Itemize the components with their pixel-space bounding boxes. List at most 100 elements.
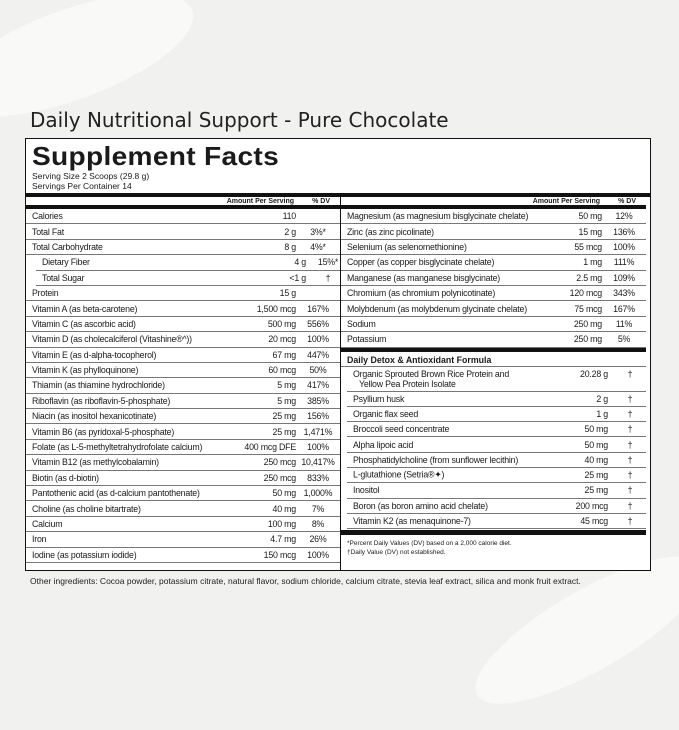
nutrient-name: Boron (as boron amino acid chelate) (353, 500, 488, 511)
daily-value: † (627, 393, 633, 404)
daily-value: 417% (307, 380, 329, 391)
nutrient-name: Iodine (as potassium iodide) (32, 549, 137, 560)
nutrient-row: Vitamin E (as d-alpha-tocopherol) 67 mg 44… (26, 348, 340, 363)
column-header: Amount Per Serving % DV (26, 196, 340, 209)
daily-value: † (627, 516, 633, 527)
nutrient-name: Magnesium (as magnesium bisglycinate che… (347, 211, 529, 222)
nutrient-name: Thiamin (as thiamine hydrochloride) (32, 380, 165, 391)
daily-value: 100% (307, 549, 329, 560)
amount: 150 mcg (263, 549, 297, 560)
nutrient-row: Molybdenum (as molybdenum glycinate chel… (341, 301, 646, 317)
amount: 75 mcg (574, 303, 602, 314)
nutrient-row: Protein 15 g (26, 286, 340, 302)
amount-header: Amount Per Serving (532, 198, 600, 205)
daily-value: † (627, 500, 633, 511)
amount: 120 mcg (569, 288, 603, 299)
daily-value: 100% (307, 442, 329, 453)
dv-header: % DV (618, 198, 636, 205)
amount: 15 mg (578, 226, 603, 237)
nutrient-row: Biotin (as d-biotin) 250 mcg 833% (26, 471, 340, 487)
amount: 250 mg (573, 334, 602, 345)
nutrient-row: Vitamin D (as cholecalciferol (Vitashine… (26, 332, 340, 348)
nutrient-row: Vitamin B6 (as pyridoxal-5-phosphate) 25 … (26, 424, 340, 440)
daily-value: 11% (615, 318, 633, 329)
divider (341, 347, 646, 352)
amount: 8 g (284, 241, 296, 252)
nutrient-row: Folate (as L-5-methyltetrahydrofolate ca… (26, 440, 340, 456)
daily-value: † (627, 485, 633, 496)
daily-value: 385% (307, 395, 329, 406)
amount: 250 mcg (263, 457, 297, 468)
daily-value: † (627, 470, 633, 481)
amount: 50 mg (578, 211, 603, 222)
amount: 500 mg (267, 318, 296, 329)
amount: 50 mg (584, 424, 609, 435)
footnote: *Percent Daily Values (DV) based on a 2,… (347, 540, 512, 548)
amount: 20 mcg (268, 334, 296, 345)
dv-header: % DV (312, 198, 330, 205)
amount: 4.7 mg (270, 534, 296, 545)
column-header: Amount Per Serving % DV (341, 196, 646, 209)
daily-value: 167% (307, 303, 329, 314)
amount: 100 mg (267, 519, 296, 529)
nutrient-name: Dietary Fiber (42, 257, 90, 268)
nutrient-row: Alpha lipoic acid 50 mg † (347, 437, 646, 453)
nutrient-row: Calcium 100 mg 8% (26, 517, 340, 533)
nutrient-name: Biotin (as d-biotin) (32, 472, 99, 483)
footnote: †Daily Value (DV) not established. (347, 549, 446, 557)
daily-value: 447% (307, 349, 329, 360)
nutrient-row: Total Carbohydrate 8 g 4%* (26, 240, 340, 256)
amount: 25 mg (272, 411, 297, 422)
amount: 25 mg (584, 485, 609, 496)
nutrient-row: Niacin (as inositol hexanicotinate) 25 mg… (26, 409, 340, 425)
nutrient-name: Vitamin B6 (as pyridoxal-5-phosphate) (32, 426, 175, 437)
nutrient-row: Dietary Fiber 4 g 15%* (36, 255, 340, 271)
amount: 25 mg (272, 426, 297, 437)
nutrient-name: Inositol (353, 485, 380, 496)
daily-value: 109% (613, 272, 635, 283)
amount: 200 mcg (575, 500, 609, 511)
amount: 50 mg (272, 488, 297, 499)
nutrient-name: Protein (32, 288, 59, 299)
nutrient-name: Molybdenum (as molybdenum glycinate chel… (347, 303, 527, 314)
amount: 55 mcg (574, 241, 602, 252)
nutrient-name: Potassium (347, 334, 387, 345)
amount: 25 mg (584, 470, 609, 481)
nutrient-name: Copper (as copper bisglycinate chelate) (347, 257, 495, 268)
nutrient-row: Calories 110 (26, 209, 340, 225)
nutrient-row: Total Sugar <1 g † (36, 271, 340, 286)
daily-value: † (627, 368, 633, 379)
nutrient-name: Organic Sprouted Brown Rice Protein and (353, 368, 510, 379)
nutrient-name: Calcium (32, 519, 63, 529)
nutrient-name: L-glutathione (Setria®✦) (353, 469, 445, 480)
nutrient-row: Vitamin A (as beta-carotene) 1,500 mcg 167… (26, 301, 340, 317)
amount: 1,500 mcg (256, 303, 296, 314)
divider (26, 193, 650, 197)
daily-value: 1,000% (303, 488, 333, 499)
nutrient-name: Organic flax seed (353, 408, 419, 419)
daily-value: 50% (309, 365, 327, 376)
nutrient-row: Vitamin B12 (as methylcobalamin) 250 mcg 1… (26, 455, 340, 471)
amount: 250 mg (573, 318, 602, 329)
nutrient-name: Selenium (as selenomethionine) (347, 241, 467, 252)
daily-value: † (627, 454, 633, 465)
nutrient-name: Choline (as choline bitartrate) (32, 503, 141, 514)
nutrient-name: Total Carbohydrate (32, 241, 103, 252)
nutrient-name: Vitamin A (as beta-carotene) (32, 303, 138, 314)
daily-value: 100% (307, 334, 329, 345)
daily-value: 156% (307, 411, 329, 422)
daily-value: 4%* (310, 241, 326, 252)
nutrient-row: Organic Sprouted Brown Rice Protein and Y… (347, 367, 646, 392)
daily-value: 12% (615, 211, 633, 222)
daily-value: 10,417% (301, 457, 335, 468)
nutrient-name: Total Fat (32, 226, 64, 237)
amount: 2 g (596, 393, 608, 404)
amount: 5 mg (277, 395, 296, 406)
amount: 250 mcg (263, 472, 297, 483)
nutrient-name: Phosphatidylcholine (from sunflower leci… (353, 454, 519, 465)
nutrient-row: Manganese (as manganese bisglycinate) 2.5… (341, 271, 646, 286)
servings-per-container: Servings Per Container 14 (32, 181, 132, 191)
nutrient-name: Total Sugar (42, 272, 85, 283)
daily-value: † (627, 424, 633, 435)
amount: 5 mg (277, 380, 296, 391)
